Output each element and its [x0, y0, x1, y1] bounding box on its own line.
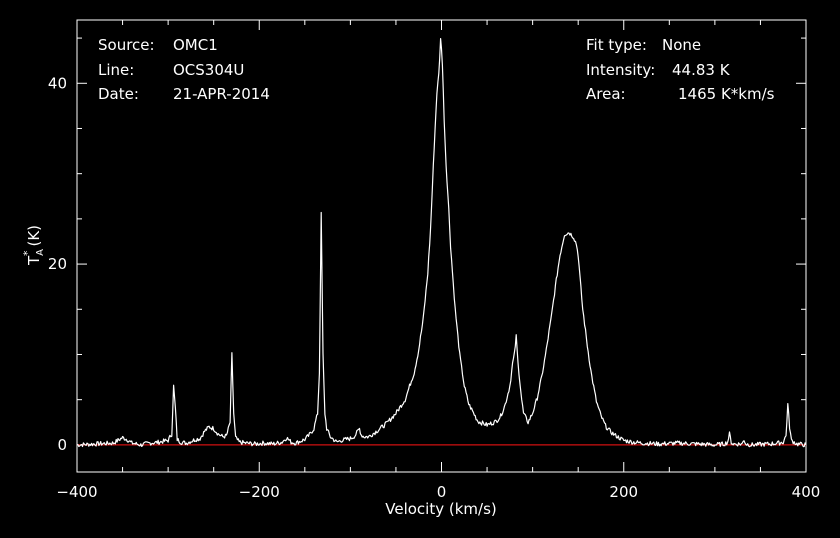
y-axis-label: TA* (K)	[21, 225, 46, 266]
x-tick-label: −200	[239, 483, 280, 501]
info-right-block: Fit type: None Intensity: 44.83 K Area: …	[586, 36, 775, 103]
x-tick-label: 400	[792, 483, 821, 501]
x-tick-label: −400	[56, 483, 97, 501]
info-left-value: 21-APR-2014	[173, 85, 270, 103]
info-right-key: Fit type:	[586, 36, 647, 54]
info-left-block: Source: OMC1 Line: OCS304U Date: 21-APR-…	[98, 36, 270, 103]
y-tick-label: 20	[48, 255, 67, 273]
info-left-key: Date:	[98, 85, 139, 103]
x-axis-label: Velocity (km/s)	[385, 500, 496, 518]
x-tick-label: 0	[437, 483, 447, 501]
axis-tick-labels: −400 −200 0 200 400 0 20 40	[48, 74, 820, 501]
spectrum-line	[76, 37, 807, 448]
y-tick-label: 40	[48, 74, 67, 92]
info-left-value: OCS304U	[173, 61, 244, 79]
info-right-value: 44.83 K	[672, 61, 731, 79]
y-tick-label: 0	[57, 436, 67, 454]
x-tick-label: 200	[609, 483, 638, 501]
info-right-key: Area:	[586, 85, 626, 103]
y-axis-label-main: T	[25, 255, 43, 266]
info-right-value: None	[662, 36, 701, 54]
y-axis-label-sup: *	[21, 250, 34, 256]
info-left-key: Line:	[98, 61, 134, 79]
info-right-key: Intensity:	[586, 61, 655, 79]
y-axis-label-unit: (K)	[25, 225, 43, 247]
svg-text:TA*(K): TA* (K)	[21, 225, 46, 266]
y-axis-label-sub: A	[35, 249, 46, 256]
info-left-key: Source:	[98, 36, 155, 54]
axis-ticks	[76, 20, 807, 472]
info-right-value: 1465 K*km/s	[678, 85, 775, 103]
info-left-value: OMC1	[173, 36, 218, 54]
